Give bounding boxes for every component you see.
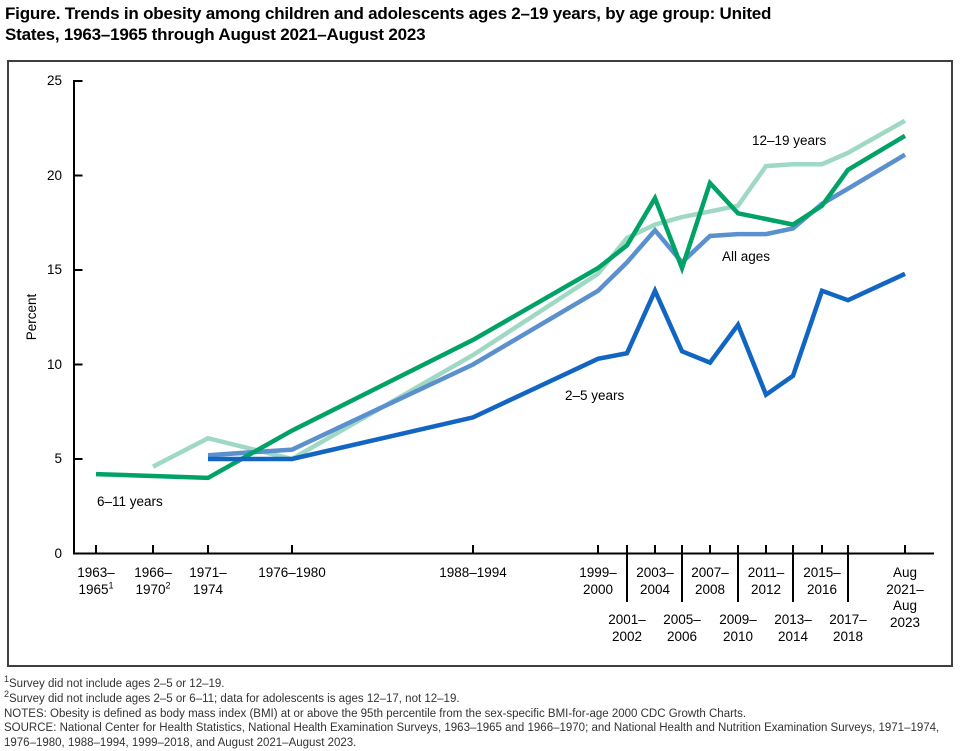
figure-title-line1: Figure. Trends in obesity among children… [5, 4, 772, 23]
y-tick-label: 0 [54, 545, 62, 561]
series-label-teal: 12–19 years [752, 133, 827, 148]
footnote-marker: 2 [165, 580, 171, 590]
footnotes: 1Survey did not include ages 2–5 or 12–1… [4, 674, 956, 751]
x-tick-label: 2017– 2018 [829, 612, 867, 644]
x-tick-label: 2007– 2008 [691, 565, 729, 597]
x-tick-label: 2015– 2016 [803, 565, 841, 597]
x-tick-label: 1999– 2000 [579, 565, 617, 597]
y-tick-label: 5 [54, 451, 62, 466]
y-axis-title: Percent [24, 293, 39, 341]
series-label-slate: All ages [722, 249, 771, 264]
x-tick-label: 1971– 1974 [189, 565, 227, 597]
x-tick-label: 1963– 19651 [77, 565, 115, 597]
x-tick-label: 2005– 2006 [663, 612, 701, 644]
y-tick-label: 20 [46, 167, 62, 183]
footnote-marker: 2 [4, 688, 10, 699]
x-tick-label: 1966– 19702 [134, 565, 172, 597]
x-tick-label: 2001– 2002 [608, 612, 646, 644]
series-label-green: 6–11 years [97, 494, 163, 509]
x-tick-label: 2003– 2004 [636, 565, 674, 597]
x-tick-label: Aug 2021– Aug 2023 [886, 565, 924, 630]
x-tick-label: 1976–1980 [258, 565, 326, 580]
x-tick-label: 1988–1994 [439, 565, 507, 580]
footnote-line: 2Survey did not include ages 2–5 or 6–11… [4, 688, 460, 705]
footnote-line: SOURCE: National Center for Health Stati… [4, 722, 940, 750]
figure-title: Figure. Trends in obesity among children… [5, 3, 953, 45]
series-label-blue: 2–5 years [565, 388, 625, 403]
figure-title-line2: States, 1963–1965 through August 2021–Au… [5, 25, 426, 44]
y-tick-label: 10 [46, 356, 62, 372]
x-tick-label: 2013– 2014 [774, 612, 812, 644]
footnote-line: NOTES: Obesity is defined as body mass i… [4, 707, 747, 720]
y-tick-label: 25 [46, 73, 62, 88]
x-tick-label: 2011– 2012 [747, 565, 785, 597]
footnote-line: 1Survey did not include ages 2–5 or 12–1… [4, 674, 225, 690]
y-tick-label: 15 [46, 262, 62, 277]
x-tick-label: 2009– 2010 [719, 612, 757, 644]
footnote-marker: 1 [4, 674, 10, 685]
footnote-marker: 1 [108, 580, 114, 590]
